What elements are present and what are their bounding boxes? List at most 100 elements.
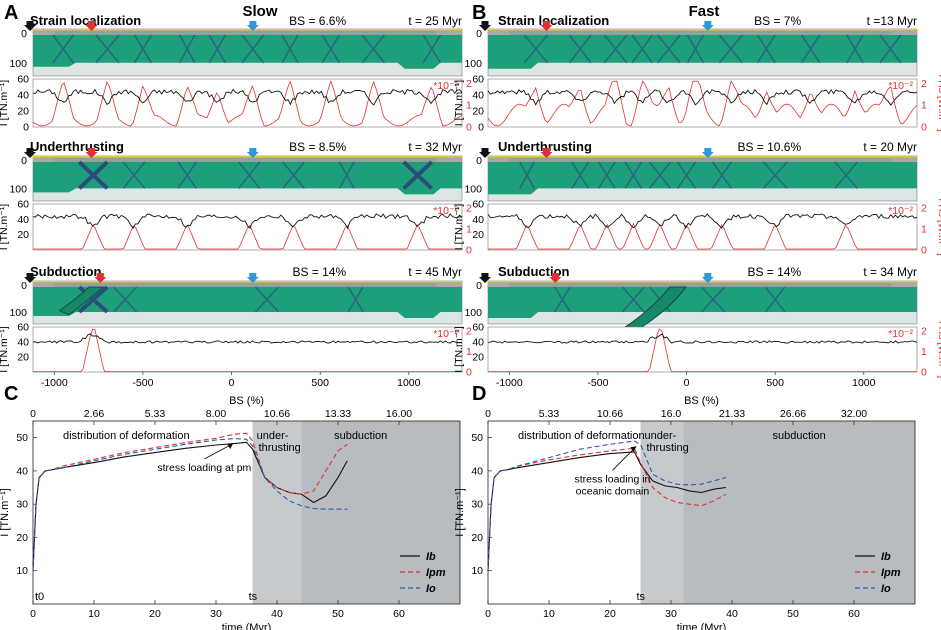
passive-margin-marker-arrow [540, 21, 553, 31]
heat-tick: 2 [466, 326, 472, 338]
passive-margin-marker-arrow [85, 21, 98, 31]
shear-zone [846, 34, 864, 64]
time-label: t = 32 Myr [408, 140, 462, 154]
chart-c: distribution of deformation under-thrusti… [0, 395, 461, 630]
heat-profile-line [33, 328, 462, 372]
force-tick: 60 [17, 74, 29, 86]
shear-zone [718, 34, 743, 64]
shear-zone [568, 34, 592, 64]
heat-axis-label: I Hs [W.m⁻²] [936, 198, 941, 256]
surface-line [33, 156, 462, 158]
annotation-arrowhead [227, 442, 234, 449]
force-tick: 20 [472, 352, 484, 364]
heat-tick: 2 [466, 203, 472, 215]
bs-label: BS = 14% [292, 265, 346, 279]
force-tick: 20 [17, 352, 29, 364]
profile-frame [32, 78, 463, 128]
y-tick-label: 30 [16, 499, 28, 511]
shear-zone [361, 34, 386, 64]
top-axis-label: BS (%) [684, 395, 719, 407]
edge-marker-arrow [24, 21, 36, 31]
center-marker-arrow [701, 148, 714, 158]
top-axis-label: BS (%) [229, 395, 264, 407]
heat-scale: *10⁻² [888, 205, 913, 217]
panel-letter-a: A [4, 2, 18, 24]
passive-margin-marker-arrow [540, 148, 553, 158]
shear-zone [422, 34, 442, 64]
edge-marker-arrow [24, 148, 36, 158]
surface-line [488, 281, 917, 283]
shear-zone [553, 286, 571, 313]
shear-zone [281, 34, 299, 64]
x-tick-label: 30 [665, 608, 677, 620]
heat-profile-line [32, 79, 463, 127]
shear-zone [701, 286, 726, 313]
stage-title: Underthrusting [498, 139, 592, 154]
heat-tick: 1 [921, 100, 927, 112]
top-tick-label: 10.66 [597, 408, 623, 420]
force-tick: 40 [472, 214, 484, 226]
force-tick: 60 [472, 74, 484, 86]
force-tick: 60 [17, 199, 29, 211]
y-axis-label: I [TN.m⁻¹] [454, 488, 466, 537]
passive-margin-marker-arrow [94, 273, 107, 283]
shear-zone [179, 34, 196, 64]
y-tick-label: 10 [471, 565, 483, 577]
legend-label: Ipm [426, 567, 446, 579]
surface-line [488, 156, 917, 158]
ts-label: ts [249, 591, 258, 603]
heat-scale: *10⁻² [888, 328, 913, 340]
heat-tick: 0 [921, 245, 927, 257]
annotation-arrow [612, 446, 636, 471]
bs-label: BS = 8.5% [289, 140, 346, 154]
panel-letter-b: B [472, 2, 486, 24]
y-tick-label: 50 [471, 432, 483, 444]
shear-zone [571, 161, 590, 189]
force-tick: 0 [23, 122, 29, 134]
force-tick: 40 [17, 90, 29, 102]
lithosphere [488, 162, 917, 195]
shear-zone [648, 161, 672, 189]
heat-tick: 0 [466, 122, 472, 134]
shear-zone [77, 160, 109, 190]
section-slow-2: Underthrusting BS = 8.5% t = 32 Myr0100204… [0, 139, 472, 257]
depth-tick: 0 [21, 28, 27, 40]
y-tick-label: 40 [16, 465, 28, 477]
x-tick-label: 60 [393, 608, 405, 620]
force-axis-label: I [TN.m⁻¹] [0, 204, 10, 250]
y-tick-label: 50 [16, 432, 28, 444]
x-tick-label: 40 [726, 608, 738, 620]
heat-tick: 2 [921, 78, 927, 90]
shear-zone [95, 34, 120, 64]
x-tick-label: 1000 [397, 377, 421, 389]
lithosphere [488, 35, 917, 69]
phase-shade [252, 421, 302, 604]
phase-label: subduction [772, 430, 825, 442]
force-tick: 20 [17, 106, 29, 118]
shear-zone [656, 34, 681, 64]
shear-zone [800, 34, 821, 64]
top-tick-label: 0 [30, 408, 36, 420]
phase-label: distribution of deformation [63, 430, 190, 442]
shear-zone [113, 286, 138, 313]
x-tick-label: 20 [149, 608, 161, 620]
depth-tick: 0 [476, 155, 482, 167]
x-tick-label: 10 [88, 608, 100, 620]
heat-scale: *10⁻² [888, 80, 913, 92]
t0-label: t0 [35, 591, 44, 603]
heat-tick: 0 [921, 122, 927, 134]
y-tick-label: 40 [471, 465, 483, 477]
phase-label: thrusting [259, 442, 301, 454]
x-tick-label: 50 [332, 608, 344, 620]
surface-line [33, 29, 462, 31]
stage-title: Subduction [498, 264, 570, 279]
heat-tick: 1 [466, 346, 472, 358]
panel-letter-c: C [4, 383, 18, 405]
chart-d: distribution of deformation under-thrusti… [454, 395, 916, 630]
force-axis-label: I [TN.m⁻¹] [0, 326, 10, 372]
depth-tick: 100 [9, 58, 27, 70]
annotation-text: oceanic domain [576, 485, 650, 497]
legend-label: Ib [881, 551, 891, 563]
bs-label: BS = 7% [754, 14, 801, 28]
